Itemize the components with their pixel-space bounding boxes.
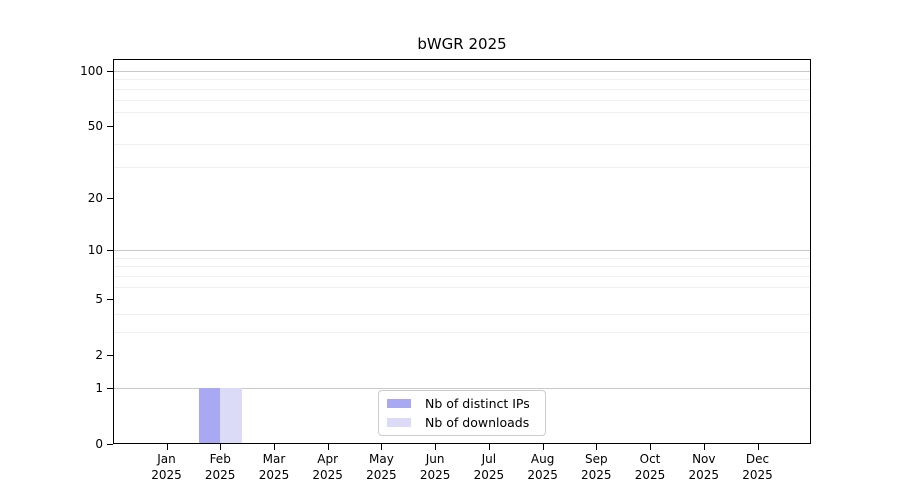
minor-gridline [114,257,810,259]
y-tick-mark [107,444,113,445]
x-tick-label: Jun 2025 [405,451,465,483]
x-tick-year: 2025 [581,468,612,482]
x-tick-year: 2025 [312,468,343,482]
x-tick-month: Aug [530,452,555,466]
x-tick-month: Sep [584,452,608,466]
x-tick-mark [596,444,598,450]
minor-gridline [114,111,810,113]
minor-gridline [114,88,810,90]
x-tick-year: 2025 [527,468,558,482]
bar-downloads [220,388,242,444]
y-tick-mark [107,299,113,301]
x-tick-label: Jul 2025 [459,451,519,483]
x-tick-label: Jan 2025 [137,451,197,483]
x-tick-month: Apr [317,452,339,466]
x-tick-label: Feb 2025 [190,451,250,483]
y-tick-label: 50 [87,119,103,134]
y-tick-mark [107,388,113,389]
x-tick-year: 2025 [419,468,451,482]
x-tick-year: 2025 [688,468,720,482]
x-tick-mark [435,444,437,450]
legend-swatch [387,417,411,427]
x-tick-label: Aug 2025 [513,451,573,483]
x-tick-mark [166,444,168,450]
x-tick-mark [488,444,490,450]
major-gridline [114,250,810,252]
x-tick-year: 2025 [151,468,182,482]
x-tick-month: Mar [262,452,286,466]
minor-gridline [114,313,810,315]
x-tick-mark [327,444,329,450]
y-tick-label: 0 [95,437,103,451]
minor-gridline [114,166,810,168]
x-tick-month: Oct [639,452,661,466]
major-gridline [114,388,810,389]
x-tick-year: 2025 [742,468,773,482]
y-tick-mark [107,355,113,357]
x-tick-month: Nov [692,452,716,466]
minor-gridline [114,143,810,145]
minor-gridline [114,266,810,268]
minor-gridline [114,332,810,333]
y-tick-label: 10 [87,243,103,258]
x-tick-label: May 2025 [351,451,411,483]
x-tick-month: Jan [157,452,176,466]
x-tick-month: Jul [481,452,497,466]
x-tick-month: May [368,452,394,466]
y-tick-mark [107,250,113,252]
x-tick-month: Feb [209,452,231,466]
x-tick-year: 2025 [258,468,290,482]
minor-gridline [114,275,810,277]
y-tick-label: 100 [80,64,103,78]
x-tick-mark [381,444,383,450]
y-tick-mark [107,126,113,128]
x-tick-mark [703,444,705,450]
x-tick-year: 2025 [634,468,666,482]
minor-gridline [114,99,810,101]
y-tick-mark [107,71,113,72]
major-gridline [114,71,810,72]
legend-label: Nb of distinct IPs [425,396,530,412]
x-tick-mark [542,444,544,450]
x-tick-month: Jun [425,452,445,466]
minor-gridline [114,286,810,288]
x-tick-label: Mar 2025 [244,451,304,483]
minor-gridline [114,79,810,81]
x-tick-label: Sep 2025 [566,451,626,483]
y-tick-label: 5 [95,292,103,307]
y-tick-label: 1 [95,381,103,395]
chart-title: bWGR 2025 [417,35,507,53]
y-tick-label: 20 [87,190,103,205]
legend-swatch [387,399,411,409]
y-tick-mark [107,197,113,199]
x-tick-label: Dec 2025 [728,451,788,483]
x-tick-year: 2025 [366,468,397,482]
y-tick-label: 2 [95,348,103,363]
x-tick-label: Apr 2025 [298,451,358,483]
plot-area-border [113,59,811,444]
legend-label: Nb of downloads [425,414,530,430]
x-tick-mark [650,444,651,450]
legend: Nb of distinct IPs Nb of downloads [378,390,546,436]
x-tick-label: Nov 2025 [674,451,734,483]
bar-distinct-ips [198,388,221,444]
x-tick-year: 2025 [204,468,236,482]
x-tick-mark [220,444,222,450]
x-tick-mark [757,444,759,450]
x-tick-mark [274,444,275,450]
x-tick-month: Dec [745,452,770,466]
x-tick-year: 2025 [473,468,505,482]
x-tick-label: Oct 2025 [620,451,680,483]
legend-item: Nb of downloads [387,414,537,431]
legend-item: Nb of distinct IPs [387,395,537,412]
